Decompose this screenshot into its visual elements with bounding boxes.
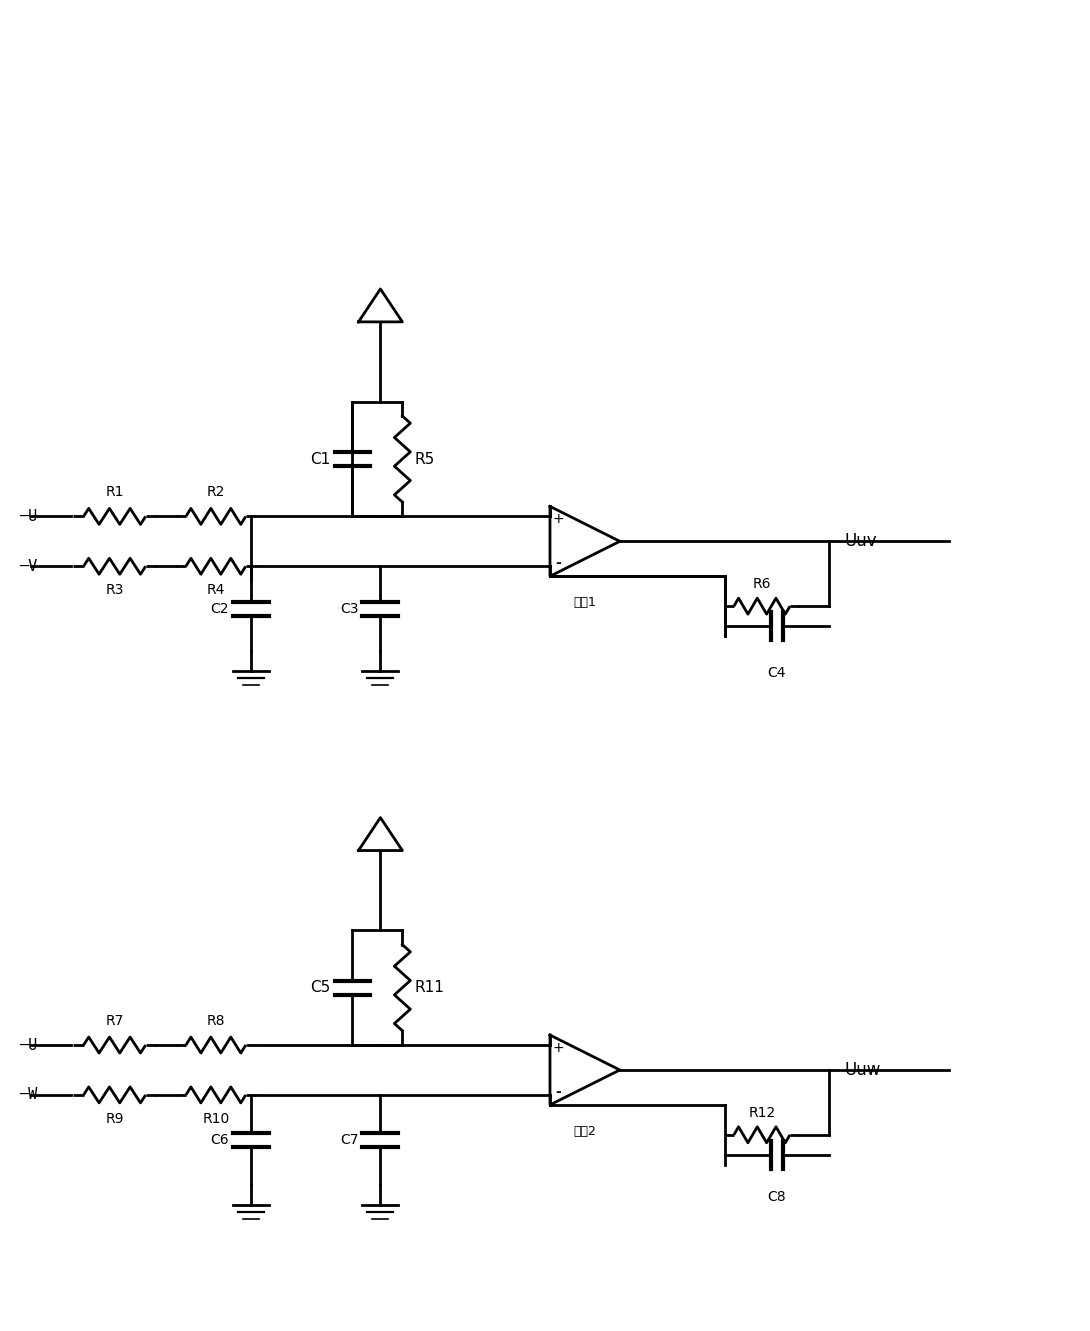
- Text: ─U: ─U: [20, 1038, 37, 1053]
- Text: R4: R4: [207, 583, 225, 598]
- Text: C1: C1: [311, 451, 330, 467]
- Text: +: +: [553, 512, 564, 526]
- Text: C7: C7: [340, 1133, 359, 1147]
- Text: C6: C6: [210, 1133, 229, 1147]
- Text: R3: R3: [106, 583, 124, 598]
- Text: R11: R11: [414, 980, 445, 996]
- Text: R9: R9: [106, 1111, 124, 1126]
- Text: +: +: [553, 1041, 564, 1055]
- Text: C4: C4: [767, 666, 786, 680]
- Text: ─W: ─W: [20, 1087, 37, 1102]
- Text: R6: R6: [753, 578, 772, 591]
- Text: Uuv: Uuv: [845, 532, 876, 550]
- Text: R2: R2: [207, 486, 225, 499]
- Text: 运放1: 运放1: [573, 596, 596, 610]
- Text: R8: R8: [207, 1014, 226, 1028]
- Text: C5: C5: [311, 980, 330, 996]
- Text: C3: C3: [340, 602, 359, 616]
- Text: R10: R10: [203, 1111, 230, 1126]
- Text: ─U: ─U: [20, 508, 37, 524]
- Text: -: -: [555, 1085, 561, 1099]
- Text: R1: R1: [106, 486, 124, 499]
- Text: C8: C8: [767, 1190, 786, 1203]
- Text: -: -: [555, 556, 561, 570]
- Text: R7: R7: [106, 1014, 124, 1028]
- Text: R12: R12: [749, 1106, 776, 1119]
- Text: Uuw: Uuw: [845, 1061, 881, 1079]
- Text: ─V: ─V: [20, 559, 37, 574]
- Text: R5: R5: [414, 451, 435, 467]
- Text: C2: C2: [210, 602, 229, 616]
- Text: 运放2: 运放2: [573, 1125, 596, 1138]
